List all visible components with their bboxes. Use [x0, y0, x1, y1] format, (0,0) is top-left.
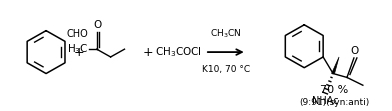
Text: CH$_3$CN: CH$_3$CN: [210, 28, 241, 40]
Text: K10, 70 °C: K10, 70 °C: [202, 65, 250, 74]
Polygon shape: [332, 57, 339, 73]
Text: O: O: [351, 46, 359, 56]
Text: +: +: [143, 46, 154, 59]
Text: CH$_3$COCl: CH$_3$COCl: [155, 45, 201, 59]
Text: (9:91)(syn:anti): (9:91)(syn:anti): [299, 98, 369, 107]
Text: +: +: [74, 46, 84, 59]
Text: H$_3$C: H$_3$C: [67, 42, 89, 56]
Text: CHO: CHO: [67, 29, 89, 39]
Text: O: O: [94, 20, 102, 30]
Text: 70 %: 70 %: [320, 85, 348, 95]
Text: NHAc: NHAc: [312, 96, 338, 106]
